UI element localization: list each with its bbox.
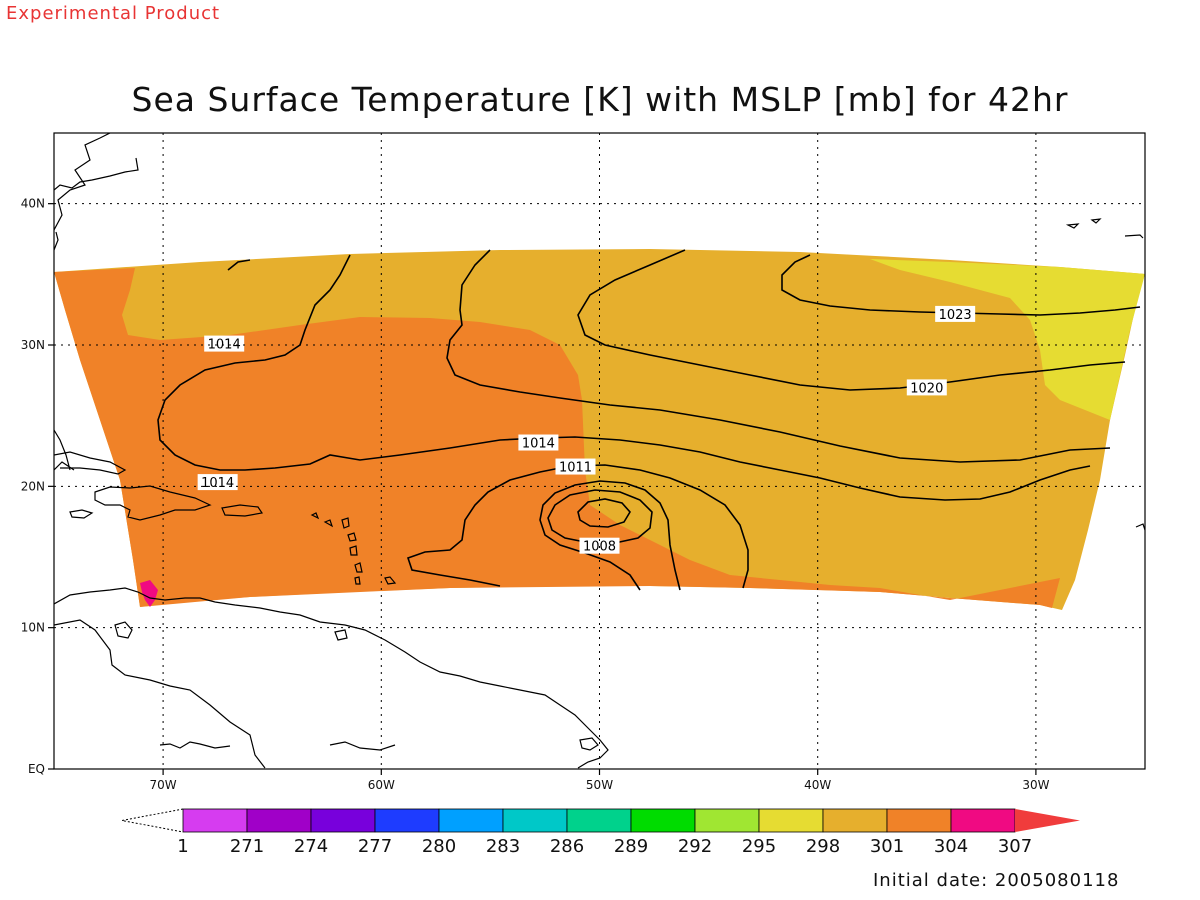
isobar-1008-inner xyxy=(547,489,653,544)
coastline-puerto-rico xyxy=(221,504,264,517)
colorbar-swatch xyxy=(374,808,440,833)
colorbar-swatch xyxy=(758,808,824,833)
sst-field xyxy=(54,249,1145,610)
isobar-1023 xyxy=(781,254,1141,316)
isobars xyxy=(157,249,1141,591)
lat-tick-label: 40N xyxy=(21,197,45,211)
map-title: Sea Surface Temperature [K] with MSLP [m… xyxy=(131,80,1069,119)
isobar-label: 1023 xyxy=(935,305,976,323)
colorbar-label: 286 xyxy=(550,836,584,857)
map-axes: 70W 60W 50W 40W 30W EQ 10N 20N 30N 40N xyxy=(21,197,1050,792)
isobar-label-text: 1020 xyxy=(910,381,943,396)
coastline-marajo xyxy=(579,737,599,751)
isobar-label: 1014 xyxy=(204,335,245,353)
isobar-1020 xyxy=(577,249,1126,391)
colorbar-swatch xyxy=(502,808,568,833)
isobar-label-text: 1014 xyxy=(201,476,234,491)
coastline-florida xyxy=(54,429,75,471)
coastline-hispaniola xyxy=(94,485,212,521)
experimental-product-label: Experimental Product xyxy=(6,3,221,24)
isobar-label-text: 1014 xyxy=(522,437,555,452)
lat-tick-label: 10N xyxy=(21,621,45,635)
lon-tick-label: 30W xyxy=(1022,778,1049,792)
lat-tick-label: 30N xyxy=(21,338,45,352)
isobar-1017 xyxy=(446,249,1111,463)
colorbar-swatch xyxy=(310,808,376,833)
isobar-1011 xyxy=(406,464,749,589)
coastline-north-america xyxy=(54,133,139,251)
lat-tick-label: 20N xyxy=(21,479,45,493)
colorbar-label: 283 xyxy=(486,836,520,857)
colorbar-upper-arrow xyxy=(1015,809,1080,832)
map-gridlines xyxy=(54,133,1145,769)
lon-tick-label: 70W xyxy=(150,778,177,792)
coastline-cuba xyxy=(54,451,127,475)
colorbar-swatch xyxy=(246,808,312,833)
coastline-east-atlantic xyxy=(1065,218,1145,531)
colorbar-label: 277 xyxy=(358,836,392,857)
coastline-trinidad xyxy=(334,629,348,641)
colorbar-label: 298 xyxy=(806,836,840,857)
colorbar-label: 271 xyxy=(230,836,264,857)
colorbar-swatch xyxy=(886,808,952,833)
colorbar-swatch xyxy=(438,808,504,833)
colorbar: 1 271 274 277 280 283 286 289 292 295 298 301 304 307 xyxy=(121,808,1080,857)
lon-tick-label: 40W xyxy=(804,778,831,792)
colorbar-label: 307 xyxy=(998,836,1032,857)
coastline-venezuela-lake xyxy=(114,621,133,639)
colorbar-label: 304 xyxy=(934,836,968,857)
lat-tick-label: EQ xyxy=(28,762,45,776)
colorbar-swatch xyxy=(694,808,760,833)
coastline-lesser-antilles xyxy=(310,512,397,585)
isobar-1005 xyxy=(577,498,631,528)
colorbar-label: 301 xyxy=(870,836,904,857)
colorbar-label: 295 xyxy=(742,836,776,857)
isobar-label-text: 1011 xyxy=(559,461,592,476)
colorbar-swatch xyxy=(822,808,888,833)
colorbar-swatch xyxy=(566,808,632,833)
colorbar-swatch xyxy=(182,808,248,833)
initial-date-label: Initial date: 2005080118 xyxy=(873,870,1120,891)
coastlines xyxy=(54,133,1145,769)
isobar-label: 1011 xyxy=(555,458,596,476)
colorbar-label: 1 xyxy=(177,836,188,857)
lon-tick-label: 60W xyxy=(368,778,395,792)
sst-band-295 xyxy=(870,259,1145,420)
isobar-label-text: 1014 xyxy=(208,338,241,353)
colorbar-label: 292 xyxy=(678,836,712,857)
colorbar-lower-arrow xyxy=(121,808,184,833)
isobar-label-text: 1023 xyxy=(939,308,972,323)
isobar-label: 1014 xyxy=(518,434,559,452)
colorbar-label: 280 xyxy=(422,836,456,857)
sst-band-304 xyxy=(140,580,158,607)
colorbar-label: 289 xyxy=(614,836,648,857)
isobar-label: 1020 xyxy=(906,379,947,396)
coastline-jamaica xyxy=(69,509,94,519)
isobar-1008-outer xyxy=(539,480,681,591)
isobar-1014-west xyxy=(157,254,1091,501)
coastline-south-america xyxy=(54,587,609,769)
colorbar-swatch xyxy=(630,808,696,833)
colorbar-label: 274 xyxy=(294,836,328,857)
isobar-label: 1014 xyxy=(197,474,238,491)
lon-tick-label: 50W xyxy=(586,778,613,792)
colorbar-swatch xyxy=(950,808,1016,833)
